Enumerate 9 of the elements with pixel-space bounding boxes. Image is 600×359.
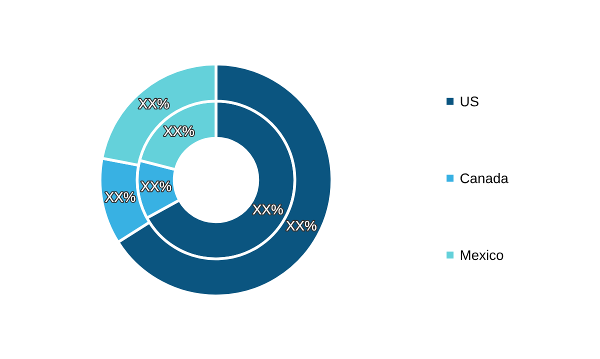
data-label: XX% [105,192,136,202]
legend-label: Mexico [460,250,504,260]
data-label: XX% [141,182,172,192]
legend-label: Canada [460,173,508,184]
data-label: XX% [138,98,169,109]
data-label: XX% [286,220,316,231]
data-label: XX% [164,126,194,136]
data-label: XX% [252,204,283,214]
legend-label: US [460,96,478,106]
